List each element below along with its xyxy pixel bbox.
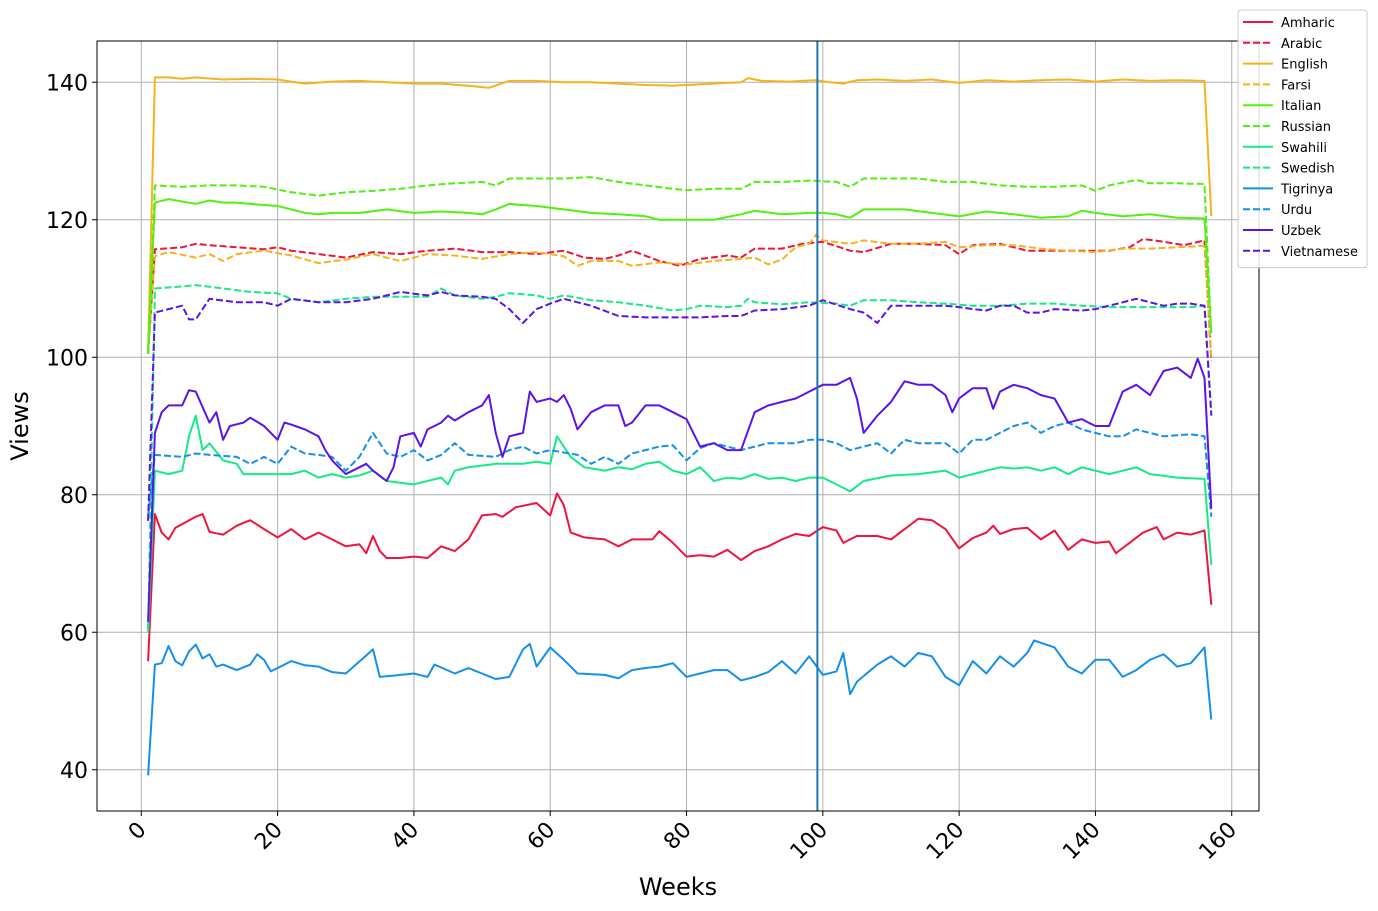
legend-label: Italian	[1281, 99, 1321, 114]
legend-label: Swedish	[1281, 162, 1335, 177]
y-axis-label: Views	[6, 391, 34, 460]
series-line-urdu	[147, 421, 1213, 517]
series-line-tigrinya	[147, 639, 1213, 776]
series-line-arabic	[147, 238, 1213, 361]
legend-label: Arabic	[1281, 37, 1322, 52]
legend: Amharic Arabic English Farsi Italian Russian S…	[1237, 9, 1368, 269]
series-line-farsi	[147, 233, 1213, 359]
series-lines	[147, 76, 1213, 776]
y-tick-label: 40	[60, 759, 88, 784]
legend-label: Amharic	[1281, 16, 1335, 31]
y-tick-label: 80	[60, 484, 88, 509]
y-tick-label: 120	[46, 209, 88, 234]
series-line-amharic	[147, 492, 1213, 662]
legend-label: Uzbek	[1281, 224, 1322, 239]
series-line-uzbek	[147, 357, 1213, 622]
series-line-italian	[147, 198, 1213, 354]
plot-frame	[96, 40, 1260, 812]
legend-label: English	[1281, 58, 1328, 73]
y-axis-ticks: 40 60 80 100 120 140	[46, 71, 97, 784]
series-line-english	[147, 76, 1213, 352]
series-line-vietnamese	[147, 290, 1213, 521]
legend-label: Tigrinya	[1280, 182, 1333, 197]
x-axis-label: Weeks	[639, 873, 717, 901]
legend-label: Farsi	[1281, 78, 1311, 93]
legend-label: Russian	[1281, 120, 1331, 135]
y-tick-label: 100	[46, 346, 88, 371]
legend-label: Urdu	[1281, 203, 1312, 218]
y-tick-label: 140	[46, 71, 88, 96]
legend-label: Swahili	[1281, 141, 1327, 156]
series-line-russian	[147, 176, 1213, 351]
y-tick-label: 60	[60, 621, 88, 646]
legend-label: Vietnamese	[1281, 245, 1358, 260]
legend-box	[1237, 9, 1368, 269]
series-line-swahili	[147, 414, 1213, 633]
